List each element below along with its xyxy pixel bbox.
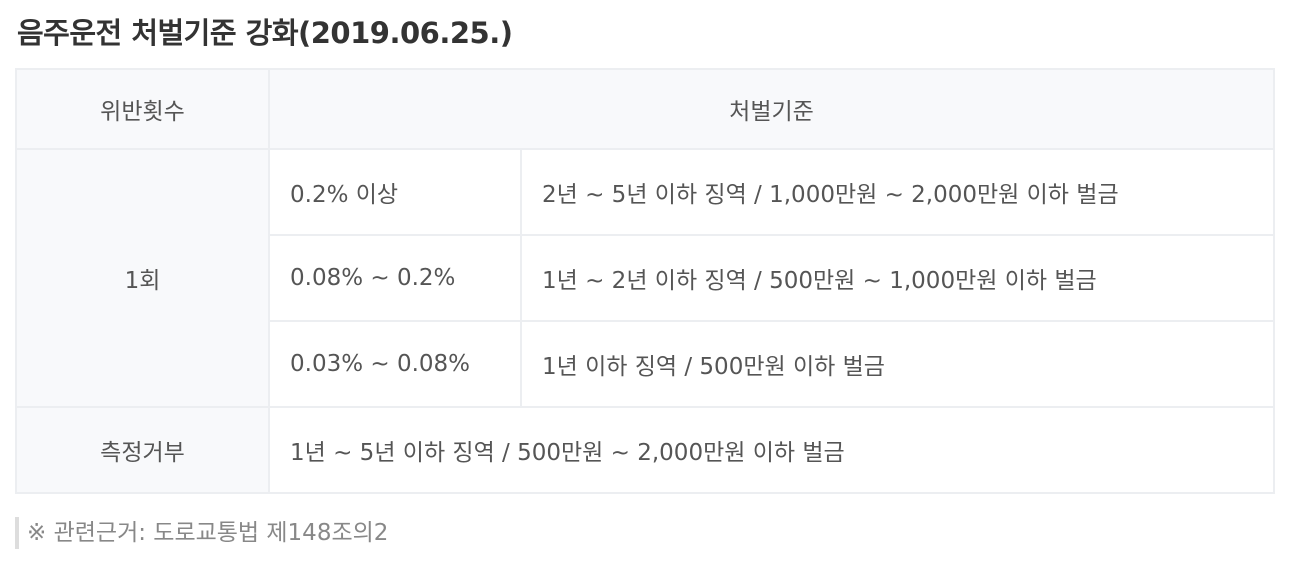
header-violation-count: 위반횟수: [15, 68, 270, 150]
table-row: 1회 0.2% 이상 2년 ~ 5년 이하 징역 / 1,000만원 ~ 2,0…: [15, 148, 1275, 408]
table-row: 0.03% ~ 0.08% 1년 이하 징역 / 500만원 이하 벌금: [16, 320, 1275, 408]
penalty-cell: 2년 ~ 5년 이하 징역 / 1,000만원 ~ 2,000만원 이하 벌금: [520, 148, 1275, 236]
table-row: 0.08% ~ 0.2% 1년 ~ 2년 이하 징역 / 500만원 ~ 1,0…: [16, 234, 1275, 322]
row-label-refusal: 측정거부: [15, 406, 270, 494]
bac-cell: 0.2% 이상: [268, 148, 522, 236]
row-label-first-offense: 1회: [15, 148, 270, 408]
penalty-cell: 1년 ~ 2년 이하 징역 / 500만원 ~ 1,000만원 이하 벌금: [520, 234, 1275, 322]
legal-basis-note: ※ 관련근거: 도로교통법 제148조의2: [15, 517, 388, 549]
penalty-cell: 1년 ~ 5년 이하 징역 / 500만원 ~ 2,000만원 이하 벌금: [268, 406, 1275, 494]
bac-cell: 0.03% ~ 0.08%: [268, 320, 522, 408]
penalty-cell: 1년 이하 징역 / 500만원 이하 벌금: [520, 320, 1275, 408]
page-title: 음주운전 처벌기준 강화(2019.06.25.): [17, 16, 513, 50]
penalty-table: 위반횟수 처벌기준 1회 0.2% 이상 2년 ~ 5년 이하 징역 / 1,0…: [15, 68, 1275, 494]
table-row: 측정거부 1년 ~ 5년 이하 징역 / 500만원 ~ 2,000만원 이하 …: [15, 406, 1275, 494]
header-penalty: 처벌기준: [268, 68, 1275, 150]
table-header-row: 위반횟수 처벌기준: [15, 68, 1275, 150]
bac-cell: 0.08% ~ 0.2%: [268, 234, 522, 322]
